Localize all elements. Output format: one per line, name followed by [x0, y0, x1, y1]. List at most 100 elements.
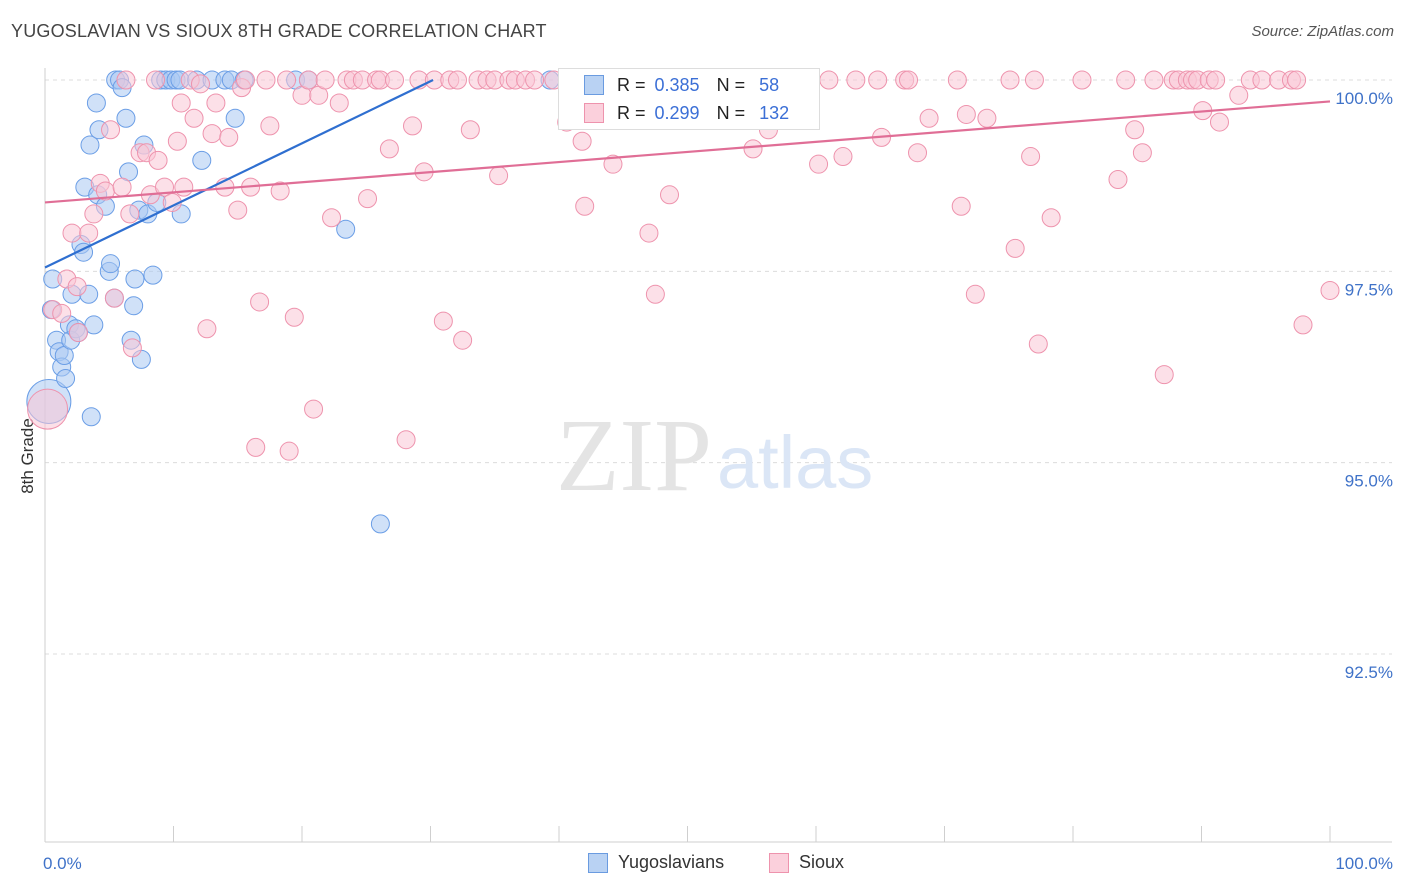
data-point [197, 319, 217, 339]
legend-swatch-sioux [584, 103, 604, 123]
data-point [329, 93, 349, 113]
data-point [846, 70, 866, 90]
data-point [174, 177, 194, 197]
data-point [246, 437, 266, 457]
data-point [315, 70, 335, 90]
data-point [146, 70, 166, 90]
data-point [27, 388, 69, 430]
data-point [184, 108, 204, 128]
data-point [143, 265, 163, 285]
watermark-zip: ZIP [556, 398, 712, 513]
data-point [171, 93, 191, 113]
data-point [447, 70, 467, 90]
data-point [62, 223, 82, 243]
data-point [1252, 70, 1272, 90]
data-point [977, 108, 997, 128]
data-point [358, 189, 378, 209]
data-point [1320, 280, 1340, 300]
data-point [52, 303, 72, 323]
trend-lines [44, 79, 1331, 269]
data-point [270, 181, 290, 201]
data-point [489, 166, 509, 186]
data-point [284, 307, 304, 327]
data-point [819, 70, 839, 90]
data-point [1144, 70, 1164, 90]
x-tick-label: 100.0% [1335, 854, 1393, 873]
data-point [1132, 143, 1152, 163]
data-point [868, 70, 888, 90]
data-point [919, 108, 939, 128]
data-point [336, 219, 356, 239]
x-tick-label: 0.0% [43, 854, 82, 873]
data-point [603, 154, 623, 174]
data-point [79, 223, 99, 243]
data-point [1024, 70, 1044, 90]
legend-swatch-yugoslavians [588, 852, 608, 873]
data-point [1293, 315, 1313, 335]
data-point [403, 116, 423, 136]
data-point [1108, 169, 1128, 189]
trend-line-yugoslavians [44, 79, 434, 269]
y-tick-label: 97.5% [1345, 280, 1393, 299]
data-point [256, 70, 276, 90]
data-point [298, 70, 318, 90]
data-point [56, 368, 76, 388]
data-point [460, 120, 480, 140]
data-point [120, 204, 140, 224]
data-point [219, 127, 239, 147]
legend-row-yugoslavians: R = 0.385 N = 58 [584, 71, 780, 99]
legend-r-value: 0.299 [654, 102, 700, 123]
data-point [101, 120, 121, 140]
data-point [1041, 208, 1061, 228]
data-point [899, 70, 919, 90]
data-point [833, 147, 853, 167]
legend-r-value: 0.385 [654, 74, 700, 95]
data-point [1021, 147, 1041, 167]
data-point [206, 93, 226, 113]
data-point [1209, 112, 1229, 132]
legend-label-sioux: Sioux [799, 852, 845, 872]
data-point [453, 330, 473, 350]
trend-line-sioux [44, 100, 1331, 204]
data-point [951, 196, 971, 216]
data-point [124, 296, 144, 316]
data-point [101, 254, 121, 274]
data-point [125, 269, 145, 289]
data-point [1287, 70, 1307, 90]
data-point [396, 430, 416, 450]
data-point [947, 70, 967, 90]
legend-row-sioux: R = 0.299 N = 132 [584, 99, 790, 127]
chart-title: YUGOSLAVIAN VS SIOUX 8TH GRADE CORRELATI… [11, 21, 547, 41]
legend-r-label: R = [617, 74, 646, 95]
data-point [385, 70, 405, 90]
legend-item-yugoslavians[interactable]: Yugoslavians [588, 852, 724, 873]
data-point [84, 204, 104, 224]
data-point [228, 200, 248, 220]
data-point [1072, 70, 1092, 90]
data-point [572, 131, 592, 151]
data-point [1116, 70, 1136, 90]
data-point [122, 338, 142, 358]
data-point [575, 196, 595, 216]
data-point [84, 315, 104, 335]
data-point [1154, 365, 1174, 385]
y-tick-label: 92.5% [1345, 663, 1393, 682]
data-point [104, 288, 124, 308]
data-point [116, 108, 136, 128]
data-point [433, 311, 453, 331]
legend-n-value: 58 [759, 74, 780, 95]
data-point [279, 441, 299, 461]
data-point [148, 150, 168, 170]
legend-n-label: N = [716, 102, 746, 123]
legend-n-value: 132 [759, 102, 790, 123]
tick-labels: 92.5% 95.0% 97.5% 100.0% 0.0% 100.0% [43, 89, 1393, 873]
data-point [525, 70, 545, 90]
data-point [956, 104, 976, 124]
data-point [379, 139, 399, 159]
legend-item-sioux[interactable]: Sioux [769, 852, 844, 873]
data-point [277, 70, 297, 90]
data-point [190, 74, 210, 94]
data-point [80, 135, 100, 155]
data-point [81, 407, 101, 427]
data-point [202, 124, 222, 144]
